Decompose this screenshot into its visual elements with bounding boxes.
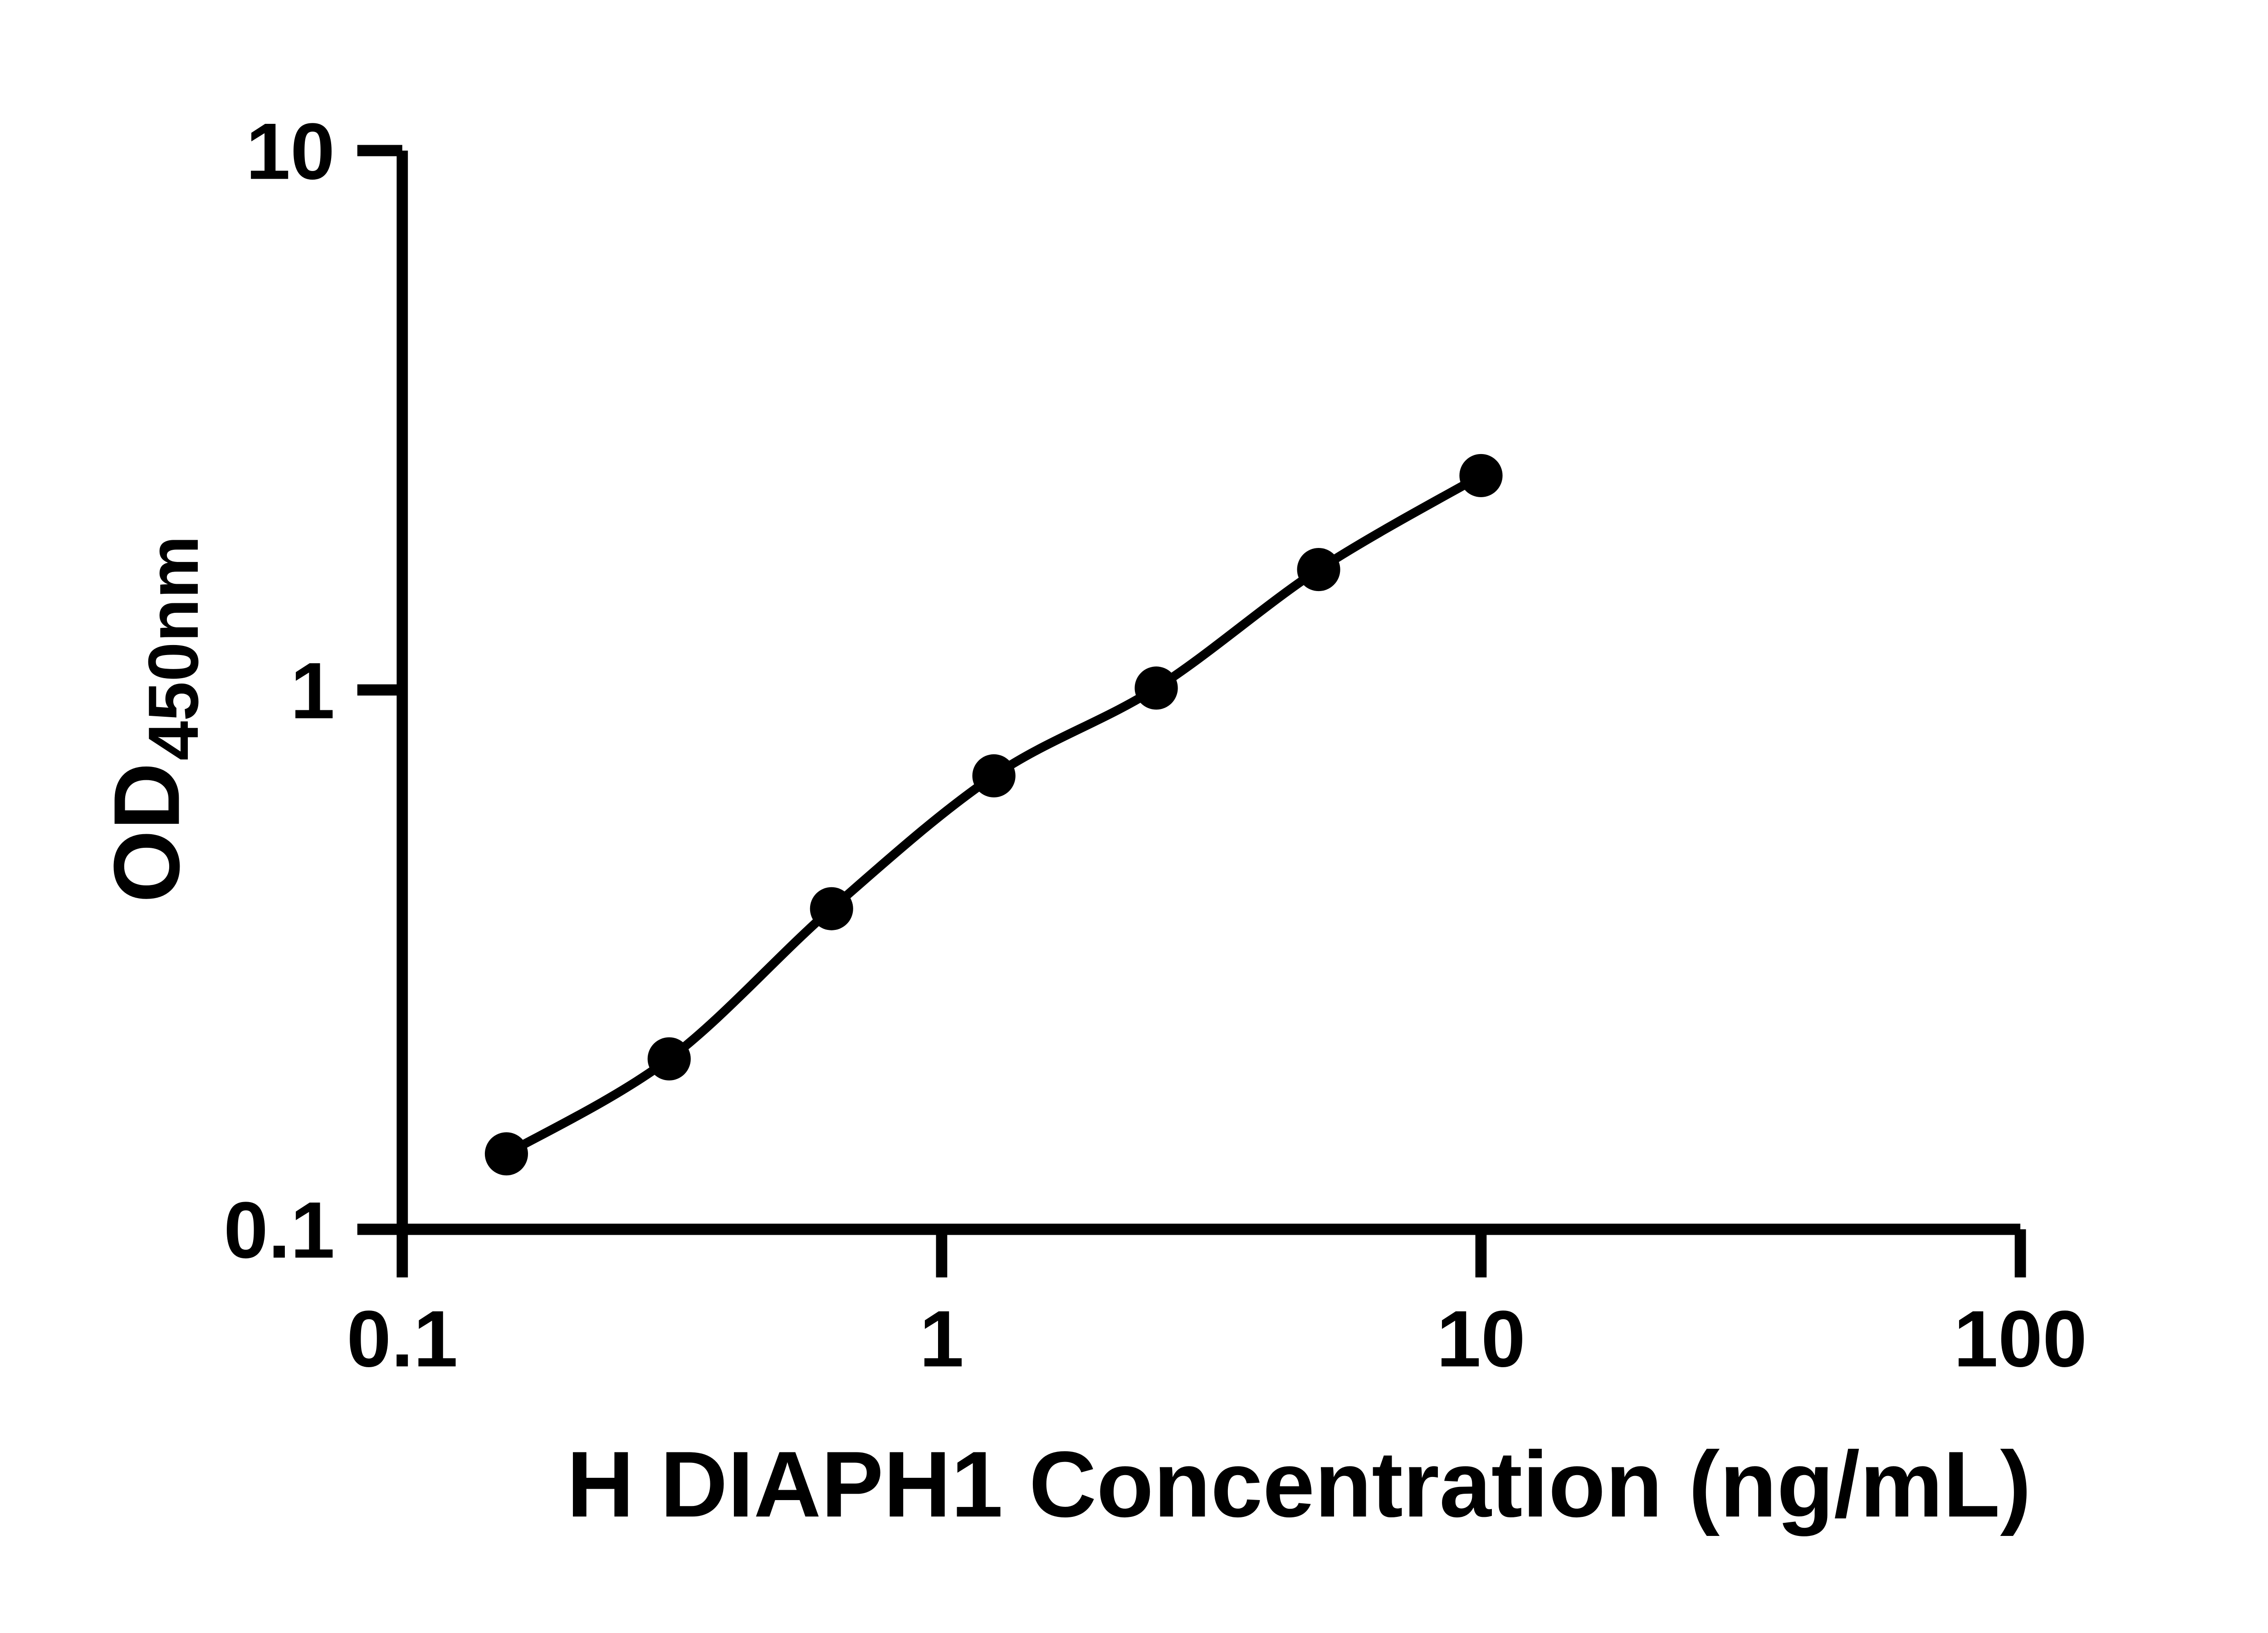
x-tick-label: 100 [1954,1294,2087,1384]
data-point-marker [1134,666,1178,710]
data-points [484,454,1503,1176]
data-point-marker [1459,454,1503,498]
x-axis-title: H DIAPH1 Concentration (ng/mL) [567,1432,2031,1536]
data-point-marker [1297,548,1340,592]
y-tick-label: 10 [246,107,335,196]
y-axis-title: OD 450nm [94,536,213,903]
axes [357,145,2026,1278]
x-tick-label: 1 [919,1294,964,1384]
data-point-marker [972,754,1016,797]
y-axis-title-main: OD [94,763,199,903]
data-point-marker [647,1037,691,1081]
y-axis-title-subscript: 450nm [134,536,213,761]
x-tick-label: 0.1 [347,1294,458,1384]
data-point-marker [484,1132,528,1176]
y-tick-label: 0.1 [224,1185,335,1275]
axis-frame [396,150,2021,1235]
data-point-marker [810,887,853,930]
x-tick-label: 10 [1437,1294,1525,1384]
y-tick-label: 1 [290,646,335,735]
tick-labels: 10 1 0.10.1 1 10 100 [224,107,2087,1384]
